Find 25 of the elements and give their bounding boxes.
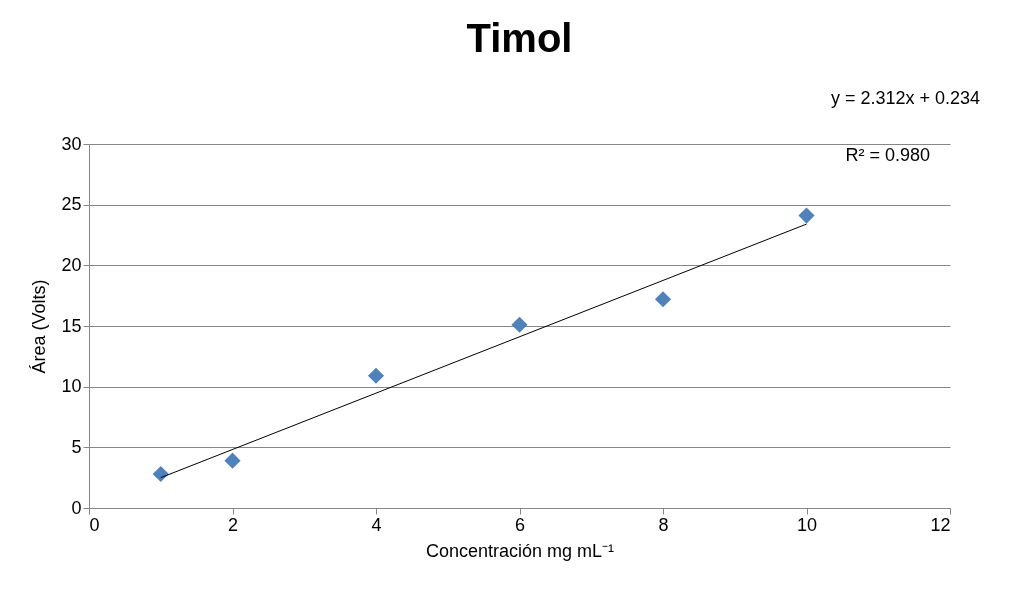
- point: [152, 465, 169, 483]
- y-tick-label: 0: [71, 497, 82, 518]
- point: [798, 207, 815, 224]
- x-tick-label: 8: [658, 514, 669, 535]
- x-tick-label: 12: [930, 514, 951, 535]
- y-tick-label: 25: [61, 194, 82, 215]
- point: [511, 316, 528, 333]
- x-tick-label: 10: [796, 514, 818, 535]
- point: [654, 291, 672, 308]
- x-tick-label: 2: [227, 514, 239, 535]
- y-tick-label: 20: [61, 254, 82, 275]
- y-tick-label: 10: [61, 376, 82, 397]
- x-tick-label: 0: [89, 514, 100, 535]
- y-tick-label: 5: [71, 436, 82, 457]
- point: [367, 367, 385, 384]
- annotation: R² = 0.980: [845, 145, 930, 165]
- y-axis-title: Área (Volts): [29, 279, 50, 374]
- x-tick-label: 4: [371, 514, 382, 535]
- x-tick-label: 6: [514, 514, 526, 535]
- point: [224, 452, 241, 469]
- x-axis-title: Concentración mg mL⁻¹: [425, 540, 615, 561]
- y-tick-label: 15: [61, 315, 82, 336]
- text: y = 2.312x + 0.234: [830, 88, 980, 108]
- y-tick-label: 30: [61, 133, 82, 154]
- chart-title: Timol: [466, 16, 573, 60]
